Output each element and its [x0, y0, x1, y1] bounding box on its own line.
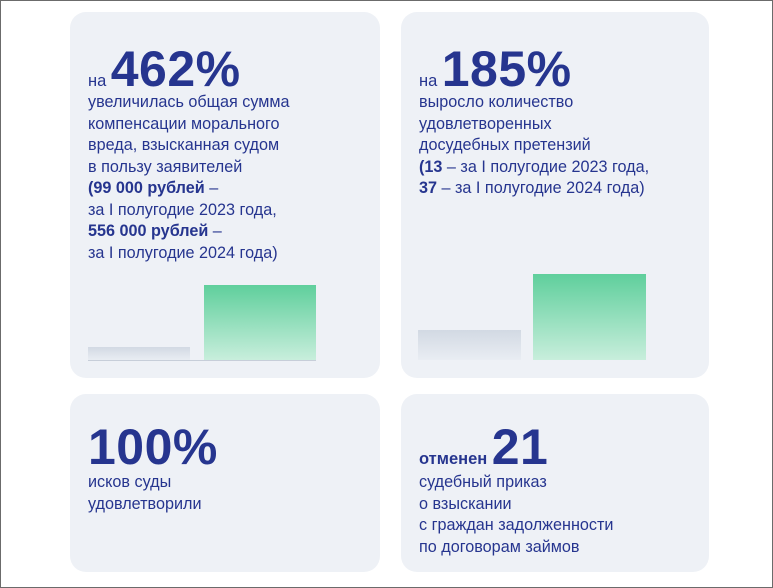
description-line: вреда, взысканная судом — [88, 136, 280, 154]
headline-prefix: отменен — [419, 450, 488, 468]
detail-line: (99 000 рублей – — [88, 178, 290, 200]
card-headline: на 185% — [419, 40, 572, 98]
bar-first-half-2024 — [204, 285, 316, 360]
description-line: компенсации морального — [88, 114, 280, 133]
description-line: выросло количество — [419, 93, 574, 111]
detail-rest: – за I полугодие 2023 года, — [442, 157, 650, 176]
card-description: выросло количество удовлетворенных досуд… — [419, 92, 649, 200]
detail-line: за I полугодие 2024 года) — [88, 243, 290, 265]
headline-number: 100% — [88, 419, 218, 475]
headline-number: 21 — [491, 419, 549, 475]
headline-number: 462% — [110, 41, 241, 97]
card-description: судебный приказ о взыскании с граждан за… — [419, 472, 613, 558]
detail-line: 556 000 рублей – — [88, 221, 290, 243]
detail-rest: за I полугодие 2024 года) — [88, 243, 278, 262]
stat-card-claims: на 185% выросло количество удовлетворенн… — [401, 12, 709, 378]
stat-card-compensation: на 462% увеличилась общая сумма компенса… — [70, 12, 380, 378]
detail-bold: 37 — [419, 179, 438, 197]
detail-line: за I полугодие 2023 года, — [88, 200, 290, 222]
card-description: увеличилась общая сумма компенсации мора… — [88, 92, 290, 264]
description-line: удовлетворенных — [419, 114, 552, 133]
detail-line: (13 – за I полугодие 2023 года, — [419, 157, 649, 179]
detail-rest: – за I полугодие 2024 года) — [437, 179, 645, 197]
detail-line: 37 – за I полугодие 2024 года) — [419, 178, 649, 200]
description-line: увеличилась общая сумма — [88, 93, 290, 111]
description-line: по договорам займов — [419, 537, 580, 556]
description-line: о взыскании — [419, 494, 512, 513]
chart-baseline — [88, 360, 316, 361]
card-headline: 100% — [88, 418, 218, 476]
headline-number: 185% — [441, 41, 572, 97]
bar-first-half-2024 — [533, 274, 646, 360]
bar-first-half-2023 — [418, 330, 521, 360]
description-line: исков суды — [88, 473, 172, 491]
card-headline: на 462% — [88, 40, 241, 98]
card-headline: отменен 21 — [419, 418, 548, 476]
detail-bold: (99 000 рублей — [88, 179, 205, 197]
description-line: с граждан задолженности — [419, 516, 614, 534]
detail-bold: 556 000 рублей — [88, 222, 209, 240]
stat-card-court-orders: отменен 21 судебный приказ о взыскании с… — [401, 394, 709, 572]
description-line: в пользу заявителей — [88, 157, 243, 176]
detail-rest: – — [208, 222, 222, 240]
bar-first-half-2023 — [88, 347, 190, 360]
description-line: удовлетворили — [88, 494, 202, 513]
description-line: судебный приказ — [419, 473, 547, 491]
stat-card-lawsuits: 100% исков суды удовлетворили — [70, 394, 380, 572]
detail-rest: – — [204, 179, 219, 197]
detail-rest: за I полугодие 2023 года, — [88, 200, 277, 219]
headline-prefix: на — [419, 72, 438, 90]
headline-prefix: на — [88, 72, 107, 90]
detail-bold: (13 — [419, 157, 443, 176]
description-line: досудебных претензий — [419, 136, 591, 154]
card-description: исков суды удовлетворили — [88, 472, 202, 515]
